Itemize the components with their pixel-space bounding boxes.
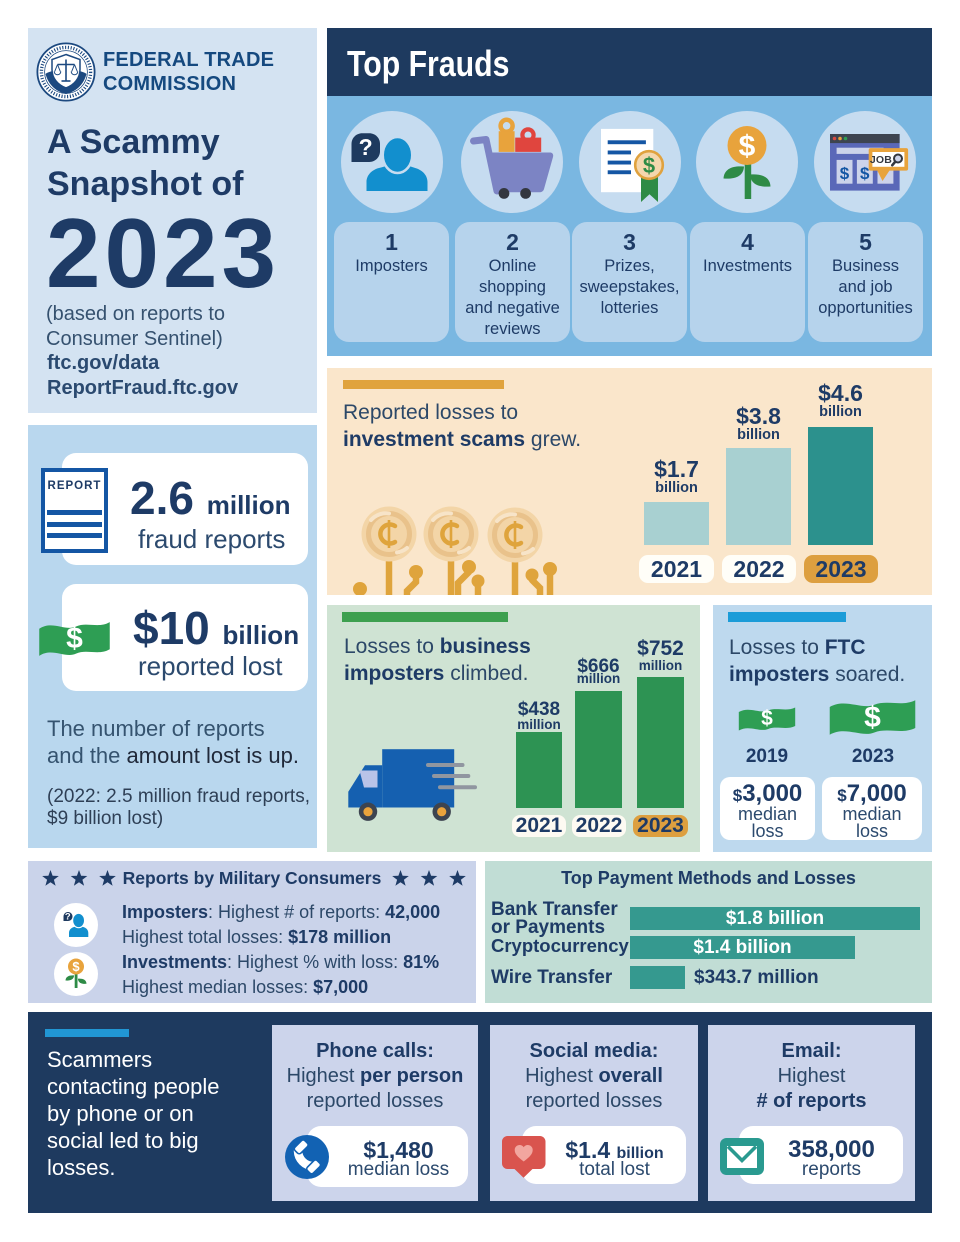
svg-text:JOB: JOB — [870, 154, 892, 166]
svg-text:?: ? — [359, 134, 373, 160]
svg-text:?: ? — [65, 912, 71, 923]
svg-text:$: $ — [643, 153, 655, 178]
svg-text:$: $ — [72, 959, 80, 974]
svg-text:$: $ — [739, 130, 756, 163]
svg-text:$: $ — [840, 164, 850, 183]
svg-text:$: $ — [860, 164, 870, 183]
